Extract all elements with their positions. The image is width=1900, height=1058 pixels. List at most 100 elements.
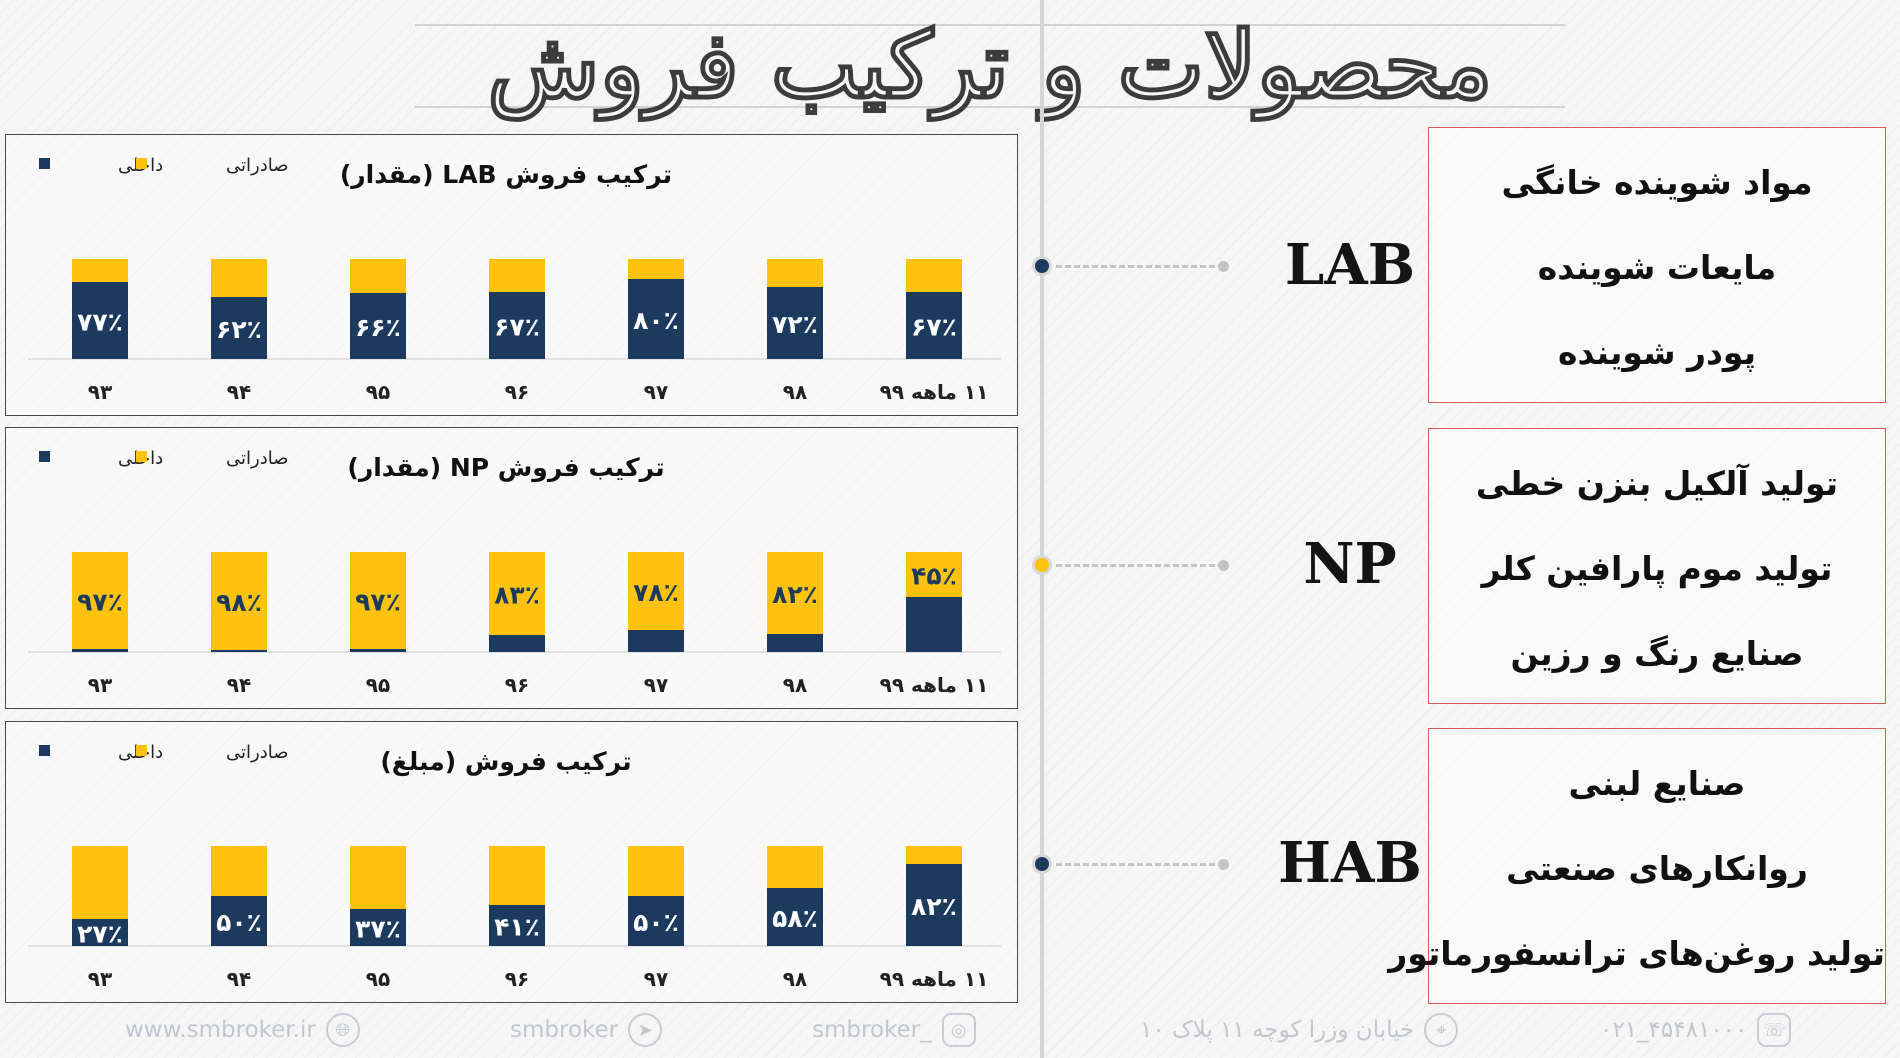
x-tick-label: ۱۱ ماهه ۹۹: [880, 380, 989, 404]
bar-value-label: ۵۸٪: [772, 904, 818, 933]
bar-value-label: ۶۶٪: [355, 313, 401, 342]
product-item: صنایع لبنی: [1568, 764, 1746, 803]
bar-value-label: ۸۲٪: [772, 580, 818, 609]
x-tick-label: ۹۷: [644, 967, 668, 991]
connector-np: [1032, 555, 1242, 579]
telegram-icon: ➤: [628, 1013, 663, 1047]
bar-export: [767, 259, 823, 287]
chart-title: ترکیب فروش NP (مقدار): [347, 453, 664, 483]
x-tick-label: ۹۳: [88, 380, 112, 404]
connector-hab: [1032, 854, 1242, 878]
bar-export: [211, 552, 267, 650]
bar-export: [72, 259, 128, 282]
chart-panel-amount: ترکیب فروش (مبلغ)داخلیصادراتی۲۷٪۹۳۵۰٪۹۴۳…: [5, 721, 1018, 1003]
legend-swatch-export: [136, 158, 147, 169]
bar-export: [489, 259, 545, 292]
bar-value-label: ۸۰٪: [633, 306, 679, 335]
bar-export: [489, 846, 545, 905]
title-banner: محصولات و ترکیب فروش: [415, 10, 1565, 120]
legend-label-export: صادراتی: [226, 448, 289, 469]
instagram-text: smbroker_: [812, 1017, 932, 1043]
connector-end-dot: [1218, 560, 1229, 571]
chart-np-svg: ترکیب فروش NP (مقدار)داخلیصادراتی۹۷٪۹۳۹۸…: [28, 448, 1001, 697]
bar-domestic: [628, 896, 684, 946]
chart-lab-svg: ترکیب فروش LAB (مقدار)داخلیصادراتی۷۷٪۹۳۶…: [28, 155, 1001, 404]
bar-value-label: ۳۷٪: [355, 915, 401, 944]
footer-address: خیابان وزرا کوچه ۱۱ پلاک ۱۰ ⌖: [1140, 1010, 1459, 1050]
segment-label-hab: HAB: [1278, 830, 1422, 896]
bar-value-label: ۹۷٪: [355, 588, 401, 617]
bar-export: [628, 259, 684, 279]
bar-domestic: [350, 909, 406, 946]
footer-instagram[interactable]: smbroker_ ◎: [812, 1010, 976, 1050]
bar-export: [628, 846, 684, 896]
chart-amount-svg: ترکیب فروش (مبلغ)داخلیصادراتی۲۷٪۹۳۵۰٪۹۴۳…: [28, 742, 1001, 991]
bar-export: [350, 846, 406, 909]
globe-icon: 🌐︎: [325, 1013, 360, 1047]
bar-export: [489, 552, 545, 635]
footer-website[interactable]: www.smbroker.ir 🌐︎: [125, 1010, 360, 1050]
bar-domestic: [767, 634, 823, 652]
x-tick-label: ۹۴: [227, 967, 251, 991]
bar-export: [767, 552, 823, 634]
dashed-connector: [1056, 863, 1224, 866]
bar-domestic: [350, 649, 406, 652]
timeline-node-lab: [1032, 256, 1052, 276]
x-tick-label: ۹۵: [366, 967, 390, 991]
x-tick-label: ۹۵: [366, 380, 390, 404]
legend-swatch-export: [136, 451, 147, 462]
bar-export: [906, 552, 962, 597]
bar-export: [628, 552, 684, 630]
page-title: محصولات و ترکیب فروش: [486, 10, 1493, 120]
timeline-node-np: [1032, 555, 1052, 575]
bar-value-label: ۴۱٪: [494, 913, 540, 942]
bar-domestic: [211, 297, 267, 359]
legend-label-export: صادراتی: [226, 155, 289, 176]
bar-export: [350, 259, 406, 293]
x-tick-label: ۹۵: [366, 673, 390, 697]
x-tick-label: ۹۸: [783, 673, 807, 697]
timeline-vertical-line: [1040, 0, 1044, 1058]
bar-domestic: [767, 287, 823, 359]
x-tick-label: ۹۴: [227, 380, 251, 404]
chart-panel-np: ترکیب فروش NP (مقدار)داخلیصادراتی۹۷٪۹۳۹۸…: [5, 427, 1018, 709]
bar-value-label: ۶۲٪: [216, 315, 262, 344]
legend-swatch-domestic: [39, 158, 50, 169]
telephone-icon: ☏: [1757, 1013, 1792, 1047]
timeline-node-hab: [1032, 854, 1052, 874]
bar-domestic: [489, 905, 545, 946]
x-tick-label: ۹۶: [505, 380, 529, 404]
bar-domestic: [350, 293, 406, 359]
legend-label-export: صادراتی: [226, 742, 289, 763]
bar-value-label: ۸۳٪: [494, 581, 540, 610]
chart-title: ترکیب فروش LAB (مقدار): [340, 160, 672, 190]
bar-value-label: ۲۷٪: [77, 920, 123, 949]
bar-value-label: ۷۲٪: [772, 310, 818, 339]
x-tick-label: ۹۳: [88, 967, 112, 991]
bar-value-label: ۶۷٪: [911, 313, 957, 342]
bar-value-label: ۵۰٪: [216, 908, 262, 937]
x-tick-label: ۹۶: [505, 673, 529, 697]
product-box-hab: صنایع لبنی روانکارهای صنعتی تولید روغن‌ه…: [1388, 728, 1886, 1004]
bar-domestic: [628, 279, 684, 359]
segment-label-lab: LAB: [1284, 232, 1416, 298]
product-item: تولید آلکیل بنزن خطی: [1475, 464, 1839, 503]
product-item: مایعات شوینده: [1537, 248, 1777, 287]
bar-export: [906, 259, 962, 292]
chart-panel-lab: ترکیب فروش LAB (مقدار)داخلیصادراتی۷۷٪۹۳۶…: [5, 134, 1018, 416]
bar-domestic: [489, 292, 545, 359]
x-tick-label: ۱۱ ماهه ۹۹: [880, 967, 989, 991]
bar-domestic: [489, 635, 545, 652]
footer-telegram[interactable]: smbroker ➤: [510, 1010, 663, 1050]
legend-swatch-domestic: [39, 451, 50, 462]
dashed-connector: [1056, 564, 1224, 567]
bar-domestic: [72, 649, 128, 652]
website-text: www.smbroker.ir: [125, 1017, 316, 1043]
product-box-np: تولید آلکیل بنزن خطی تولید موم پارافین ک…: [1428, 428, 1886, 704]
bar-value-label: ۹۷٪: [77, 588, 123, 617]
bar-export: [211, 846, 267, 896]
x-tick-label: ۹۷: [644, 380, 668, 404]
address-text: خیابان وزرا کوچه ۱۱ پلاک ۱۰: [1140, 1017, 1415, 1043]
connector-lab: [1032, 256, 1242, 280]
bar-domestic: [72, 282, 128, 359]
